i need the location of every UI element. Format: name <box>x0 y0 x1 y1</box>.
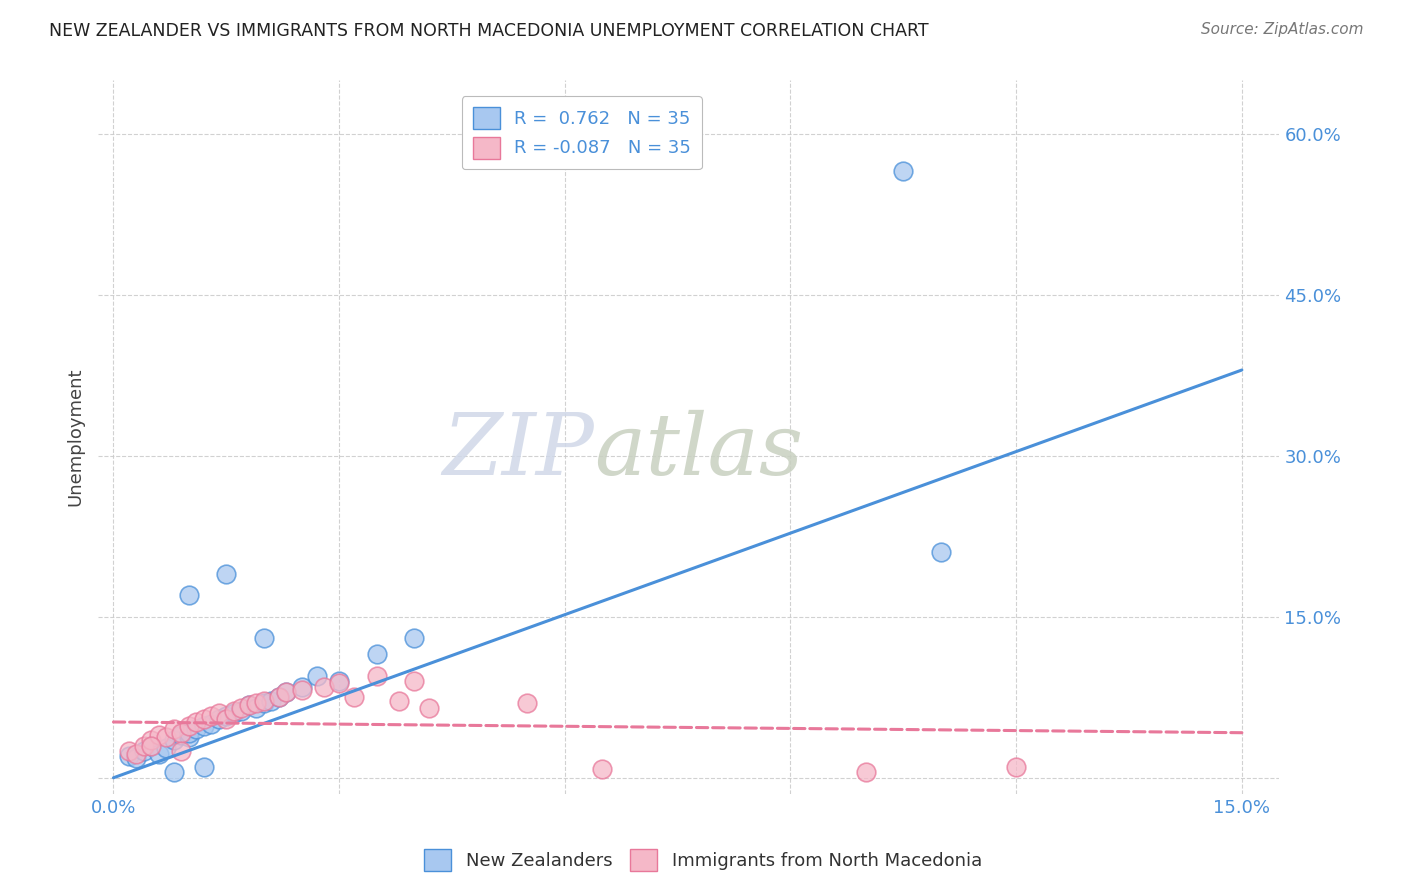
Point <box>193 719 215 733</box>
Point <box>343 690 366 705</box>
Text: atlas: atlas <box>595 410 804 492</box>
Point <box>238 698 260 712</box>
Point <box>366 648 388 662</box>
Point <box>222 706 245 721</box>
Point <box>328 674 350 689</box>
Point <box>163 723 186 737</box>
Point <box>170 725 193 739</box>
Point <box>215 566 238 581</box>
Point <box>177 719 200 733</box>
Point <box>193 760 215 774</box>
Point <box>200 708 222 723</box>
Point <box>591 762 613 776</box>
Point <box>186 723 208 737</box>
Point <box>290 682 312 697</box>
Point <box>208 706 231 721</box>
Point <box>855 765 877 780</box>
Point <box>245 701 267 715</box>
Legend: New Zealanders, Immigrants from North Macedonia: New Zealanders, Immigrants from North Ma… <box>416 842 990 879</box>
Point <box>148 747 170 761</box>
Point <box>117 749 139 764</box>
Point <box>163 765 186 780</box>
Point <box>305 669 328 683</box>
Text: ZIP: ZIP <box>443 410 595 492</box>
Point <box>208 712 231 726</box>
Point <box>193 712 215 726</box>
Point <box>260 693 283 707</box>
Point <box>163 733 186 747</box>
Point <box>215 708 238 723</box>
Point <box>222 704 245 718</box>
Point <box>132 739 155 753</box>
Point <box>125 751 148 765</box>
Point <box>231 704 253 718</box>
Point <box>929 545 952 559</box>
Point <box>404 674 426 689</box>
Text: Source: ZipAtlas.com: Source: ZipAtlas.com <box>1201 22 1364 37</box>
Point <box>418 701 440 715</box>
Point <box>117 744 139 758</box>
Point <box>148 728 170 742</box>
Point <box>891 164 914 178</box>
Point <box>170 744 193 758</box>
Point <box>516 696 538 710</box>
Point <box>139 733 162 747</box>
Point <box>200 717 222 731</box>
Point <box>290 680 312 694</box>
Point <box>267 690 290 705</box>
Point <box>404 632 426 646</box>
Point <box>253 696 276 710</box>
Point <box>245 696 267 710</box>
Point <box>267 690 290 705</box>
Point <box>328 676 350 690</box>
Text: NEW ZEALANDER VS IMMIGRANTS FROM NORTH MACEDONIA UNEMPLOYMENT CORRELATION CHART: NEW ZEALANDER VS IMMIGRANTS FROM NORTH M… <box>49 22 929 40</box>
Y-axis label: Unemployment: Unemployment <box>66 368 84 507</box>
Point <box>170 728 193 742</box>
Point <box>177 725 200 739</box>
Point <box>231 701 253 715</box>
Point <box>139 739 162 753</box>
Point <box>125 747 148 761</box>
Point <box>215 712 238 726</box>
Legend: R =  0.762   N = 35, R = -0.087   N = 35: R = 0.762 N = 35, R = -0.087 N = 35 <box>461 96 702 169</box>
Point <box>186 714 208 729</box>
Point <box>253 693 276 707</box>
Point <box>155 730 177 744</box>
Point <box>1005 760 1028 774</box>
Point <box>132 744 155 758</box>
Point <box>314 680 336 694</box>
Point <box>177 730 200 744</box>
Point <box>276 685 298 699</box>
Point <box>366 669 388 683</box>
Point <box>155 740 177 755</box>
Point <box>177 588 200 602</box>
Point <box>238 698 260 712</box>
Point <box>388 693 411 707</box>
Point <box>276 685 298 699</box>
Point <box>253 632 276 646</box>
Point <box>139 739 162 753</box>
